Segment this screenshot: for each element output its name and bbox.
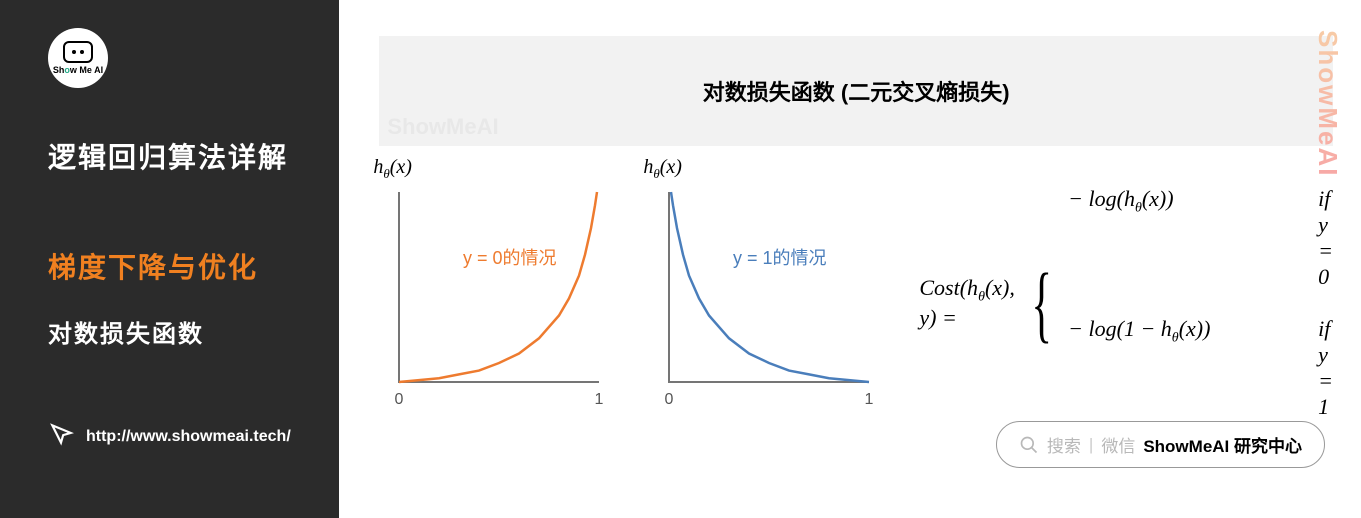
svg-text:0: 0 [395,391,404,408]
page-title: 逻辑回归算法详解 [48,136,339,176]
svg-text:1: 1 [595,391,604,408]
search-icon [1019,435,1039,455]
chart-y1-ylabel: hθ(x) [643,156,899,182]
formula-case-0: − log(hθ(x)) if y = 0 [1068,186,1333,290]
lower-row: hθ(x) 01y = 0的情况 hθ(x) 01y = 1的情况 Cost(h… [379,156,1333,420]
chart-y1: hθ(x) 01y = 1的情况 [649,156,899,412]
brand-logo: Show Me AI [48,28,108,88]
formula-cases: − log(hθ(x)) if y = 0 − log(1 − hθ(x)) i… [1068,186,1333,420]
watermark-left: ShowMeAI [387,114,498,140]
slide-header: ShowMeAI 对数损失函数 (二元交叉熵损失) [379,36,1333,146]
content-area: ShowMeAI 对数损失函数 (二元交叉熵损失) ShowMeAI hθ(x)… [339,0,1361,518]
chart-y0-svg: 0 1 y = 0的情况 [379,182,619,412]
cursor-icon [48,421,74,452]
search-strong: ShowMeAI 研究中心 [1143,432,1302,457]
sidebar: Show Me AI 逻辑回归算法详解 梯度下降与优化 对数损失函数 http:… [0,0,339,518]
subsection-title: 对数损失函数 [48,314,339,349]
formula-case-1: − log(1 − hθ(x)) if y = 1 [1068,316,1333,420]
svg-text:1: 1 [865,391,874,408]
search-sep: | [1089,435,1093,455]
svg-text:0: 0 [665,391,674,408]
search-hint: 搜索 [1047,432,1081,457]
cost-formula: Cost(hθ(x), y) = { − log(hθ(x)) if y = 0… [919,156,1333,420]
search-pill[interactable]: 搜索 | 微信 ShowMeAI 研究中心 [996,421,1325,468]
section-title: 梯度下降与优化 [48,246,339,286]
site-url[interactable]: http://www.showmeai.tech/ [86,428,291,446]
slide-header-title: 对数损失函数 (二元交叉熵损失) [703,75,1010,107]
brace-icon: { [1031,273,1052,333]
formula-lhs: Cost(hθ(x), y) = [919,275,1015,331]
search-channel: 微信 [1101,432,1135,457]
svg-text:y = 0的情况: y = 0的情况 [463,248,557,268]
brand-logo-text: Show Me AI [53,65,103,75]
chart-y1-svg: 0 1 y = 1的情况 [649,182,889,412]
site-url-row: http://www.showmeai.tech/ [48,421,339,452]
svg-text:y = 1的情况: y = 1的情况 [733,248,827,268]
robot-face-icon [63,41,93,63]
chart-y0-ylabel: hθ(x) [373,156,629,182]
chart-y0: hθ(x) 01y = 0的情况 [379,156,629,412]
